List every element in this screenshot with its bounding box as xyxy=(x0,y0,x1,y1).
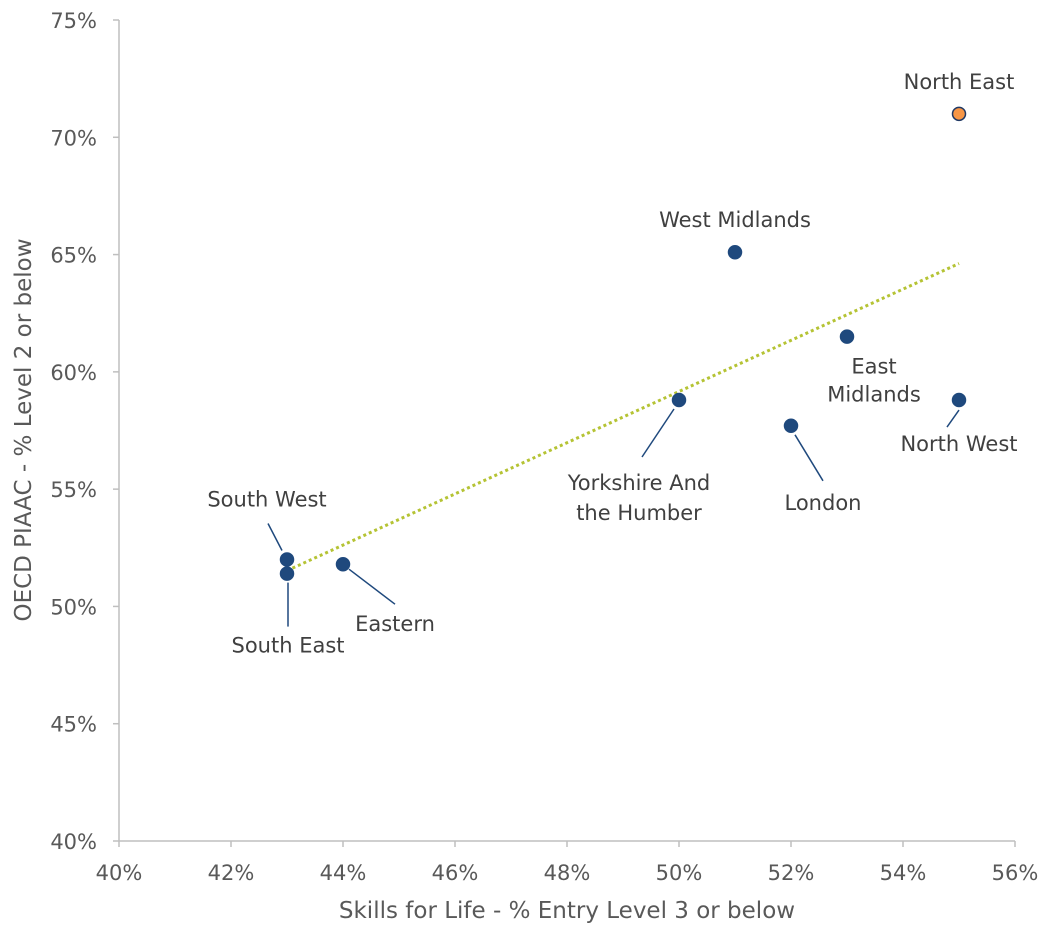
point-label-london: London xyxy=(785,491,862,515)
y-axis-title: OECD PIAAC - % Level 2 or below xyxy=(11,238,37,621)
y-tick-label: 60% xyxy=(50,361,97,385)
leader-line-yorkshire-and-the-humber xyxy=(641,408,675,458)
point-label-yorkshire-and-the-humber: the Humber xyxy=(576,501,702,525)
x-tick-label: 54% xyxy=(880,861,927,885)
x-tick-label: 52% xyxy=(768,861,815,885)
point-yorkshire-and-the-humber xyxy=(671,392,687,408)
point-south-east xyxy=(279,566,295,581)
point-south-west xyxy=(279,552,295,567)
leader-line-south-west xyxy=(267,523,283,551)
y-tick-label: 45% xyxy=(50,713,97,737)
point-north-east xyxy=(951,106,967,122)
point-label-east-midlands: Midlands xyxy=(827,383,921,407)
x-tick-label: 42% xyxy=(208,861,255,885)
point-label-south-east: South East xyxy=(231,634,344,658)
point-label-north-east: North East xyxy=(904,70,1015,94)
x-tick-label: 46% xyxy=(432,861,479,885)
point-label-west-midlands: West Midlands xyxy=(659,208,811,232)
leader-line-london xyxy=(794,434,824,482)
point-north-west xyxy=(951,392,967,408)
y-tick-label: 55% xyxy=(50,478,97,502)
point-label-yorkshire-and-the-humber: Yorkshire And xyxy=(567,471,711,495)
axes: 40% 45% 50% 55% 60% 65% 70% 75% 40% 42% 44% 46% 48% 5… xyxy=(50,9,1038,885)
y-tick-label: 70% xyxy=(50,126,97,150)
leader-line-north-west xyxy=(946,409,960,428)
x-tick-label: 56% xyxy=(992,861,1039,885)
x-tick-label: 44% xyxy=(320,861,367,885)
x-tick-label: 48% xyxy=(544,861,591,885)
y-tick-label: 40% xyxy=(50,830,97,854)
y-tick-label: 75% xyxy=(50,9,97,33)
point-label-south-west: South West xyxy=(207,488,326,512)
point-west-midlands xyxy=(727,244,743,260)
point-eastern xyxy=(335,556,351,572)
point-labels: North East West Midlands East Midlands North… xyxy=(207,70,1017,658)
point-label-east-midlands: East xyxy=(851,355,896,379)
leader-lines xyxy=(267,408,960,627)
x-tick-label: 50% xyxy=(656,861,703,885)
y-tick-label: 65% xyxy=(50,244,97,268)
point-east-midlands xyxy=(839,329,855,344)
x-tick-label: 40% xyxy=(96,861,143,885)
point-london xyxy=(783,418,799,434)
leader-line-eastern xyxy=(348,568,396,605)
x-axis-title: Skills for Life - % Entry Level 3 or bel… xyxy=(339,898,795,924)
y-tick-label: 50% xyxy=(50,595,97,619)
data-points xyxy=(279,106,967,581)
point-label-north-west: North West xyxy=(900,432,1017,456)
point-label-eastern: Eastern xyxy=(355,612,435,636)
